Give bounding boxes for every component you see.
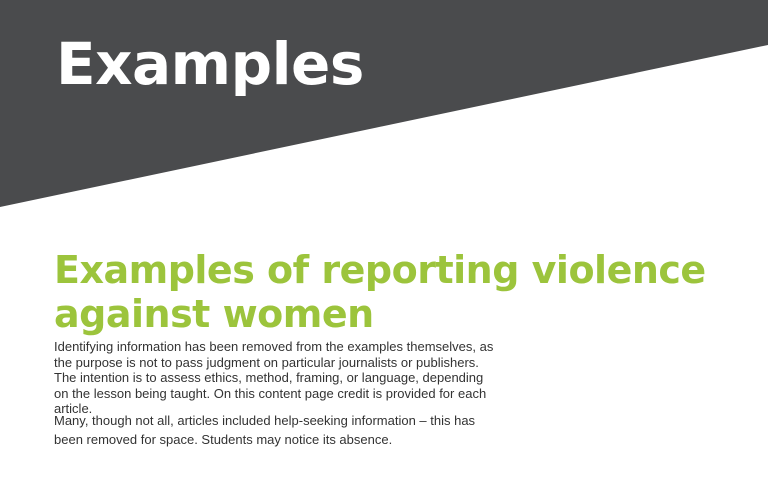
banner-shape [0,0,768,207]
body-paragraph: Identifying information has been removed… [54,339,494,416]
page-title: Examples [56,30,364,98]
section-heading: Examples of reporting violence against w… [54,248,706,336]
banner-background [0,0,768,207]
body-paragraph: Many, though not all, articles included … [54,413,476,447]
